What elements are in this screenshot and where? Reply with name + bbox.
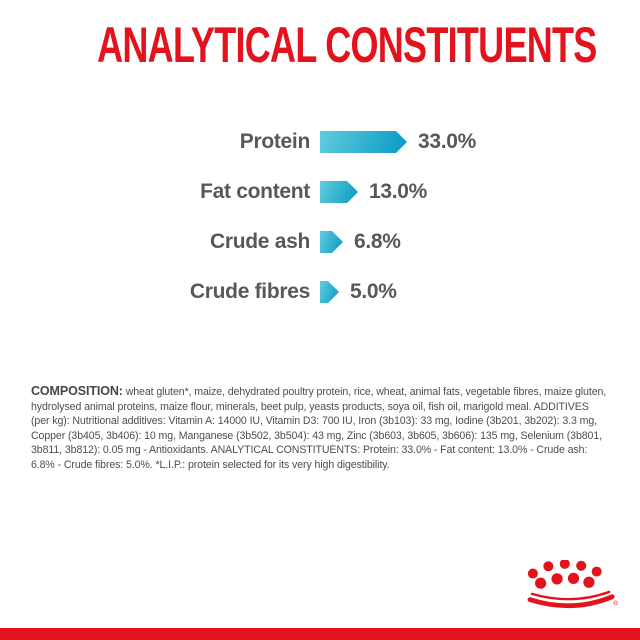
constituent-label: Crude ash	[210, 230, 310, 253]
constituent-value-bar	[320, 131, 407, 153]
crown-logo-icon: ®	[527, 560, 618, 609]
composition-text: COMPOSITION: wheat gluten*, maize, dehyd…	[31, 384, 609, 473]
footer-red-bar	[0, 628, 640, 640]
constituent-value-label: 33.0%	[418, 130, 477, 153]
chart-row: Fat content 13.0%	[160, 178, 640, 206]
composition-label: COMPOSITION:	[31, 384, 123, 398]
chart-row: Protein 33.0%	[160, 128, 640, 156]
constituent-value-bar	[320, 231, 343, 253]
page-title-text: ANALYTICAL CONSTITUENTS	[97, 17, 597, 73]
constituent-label: Protein	[239, 130, 311, 153]
constituent-value-label: 6.8%	[354, 230, 401, 253]
constituent-label: Fat content	[200, 180, 310, 203]
constituent-label: Crude fibres	[189, 280, 310, 303]
chart-row: Crude ash 6.8%	[160, 228, 640, 256]
constituent-value-label: 13.0%	[369, 180, 428, 203]
constituent-value-label: 5.0%	[350, 280, 397, 303]
constituent-value-bar	[320, 281, 339, 303]
composition-body: wheat gluten*, maize, dehydrated poultry…	[31, 386, 607, 471]
constituent-value-bar	[320, 181, 358, 203]
royal-canin-crown-logo: ®	[526, 560, 620, 618]
registered-trademark-glyph: ®	[613, 599, 618, 607]
chart-row: Crude fibres 5.0%	[160, 278, 640, 306]
analytical-constituents-chart: Protein 33.0% Fat content 13.0% Crude ash 6.8…	[0, 128, 640, 306]
page-title: ANALYTICAL CONSTITUENTS	[0, 0, 640, 70]
